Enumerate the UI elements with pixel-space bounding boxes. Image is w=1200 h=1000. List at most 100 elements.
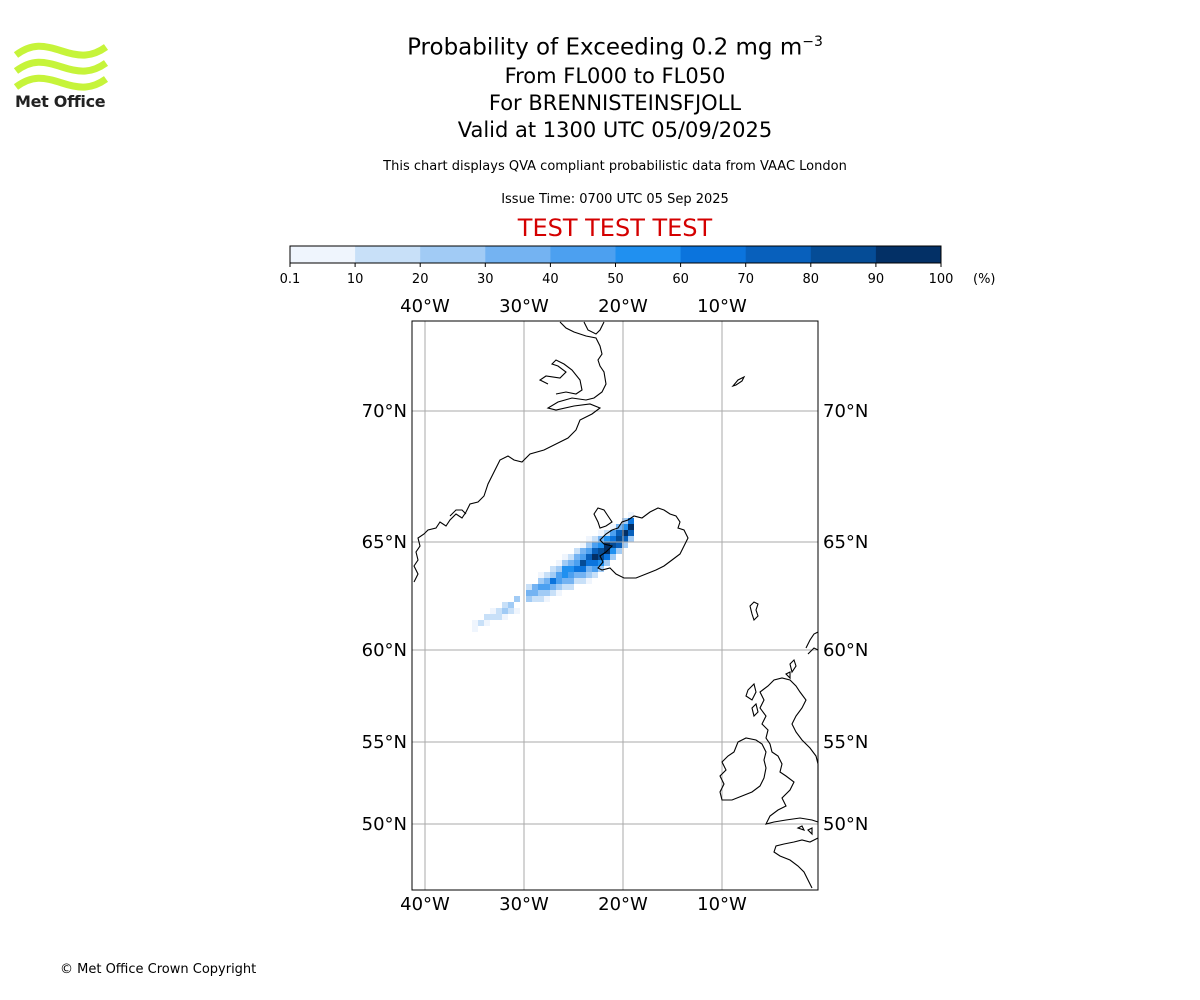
colorbar-tick-label: 50 (607, 272, 624, 287)
plume-cell (478, 620, 484, 626)
colorbar-segment (875, 246, 942, 263)
plume-cell (496, 614, 502, 620)
plume-cell (526, 596, 532, 602)
plume-cell (502, 608, 508, 614)
colorbar-tick-label: 100 (929, 272, 954, 287)
latitude-label-left: 65°N (362, 532, 407, 553)
plume-cell (538, 596, 544, 602)
plume-cell (568, 560, 574, 566)
plume-cell (604, 536, 610, 542)
plume-cell (592, 536, 598, 542)
colorbar-tick-label: 40 (542, 272, 559, 287)
latitude-label-left: 60°N (362, 640, 407, 661)
plume-cell (598, 548, 604, 554)
longitude-label-bottom: 30°W (499, 894, 549, 915)
norway-coast (805, 631, 819, 655)
plume-cell (550, 566, 556, 572)
plume-cell (562, 566, 568, 572)
plume-cell (592, 572, 598, 578)
plume-cell (484, 620, 490, 626)
jan-mayen-coast (731, 375, 746, 388)
plume-cell (604, 554, 610, 560)
plume-cell (532, 584, 538, 590)
latitude-label-right: 65°N (823, 532, 868, 553)
plume-cell (592, 548, 598, 554)
plume-cell (538, 572, 544, 578)
latitude-label-right: 55°N (823, 732, 868, 753)
ireland-coast (719, 737, 767, 801)
plume-cell (586, 554, 592, 560)
latitude-label-right: 60°N (823, 640, 868, 661)
plume-cell (574, 578, 580, 584)
plume-cell (580, 548, 586, 554)
plume-cell (550, 572, 556, 578)
plume-cell (622, 536, 628, 542)
plume-cell (586, 536, 592, 542)
plume-cell (562, 560, 568, 566)
colorbar-segment (680, 246, 747, 263)
plume-cell (550, 584, 556, 590)
plume-cell (508, 608, 514, 614)
plume-cell (556, 560, 562, 566)
greenland-fjord-3 (449, 509, 467, 517)
plume-cell (502, 602, 508, 608)
longitude-label-top: 20°W (598, 296, 648, 317)
plume-cell (574, 548, 580, 554)
latitude-label-left: 50°N (362, 814, 407, 835)
plume-cell (526, 584, 532, 590)
plume-cell (610, 542, 616, 548)
test-banner: TEST TEST TEST (517, 214, 713, 242)
latitude-label-left: 55°N (362, 732, 407, 753)
map-frame (411, 320, 819, 891)
plume-cell (484, 614, 490, 620)
plume-cell (592, 554, 598, 560)
plume-cell (496, 608, 502, 614)
plume-cell (604, 560, 610, 566)
plume-cell (616, 548, 622, 554)
plume-cell (580, 542, 586, 548)
plume-cell (472, 620, 478, 626)
plume-cell (610, 554, 616, 560)
colorbar-tick-label: 20 (412, 272, 429, 287)
plume-cell (556, 566, 562, 572)
plume-cell (628, 518, 634, 524)
plume-cell (544, 578, 550, 584)
plume-cell (592, 542, 598, 548)
colorbar-segment (420, 246, 486, 263)
plume-cell (622, 530, 628, 536)
plume-cell (550, 578, 556, 584)
plume-cell (586, 542, 592, 548)
coastlines (413, 321, 819, 889)
greenland-coast (413, 321, 607, 583)
colorbar-segment (355, 246, 421, 263)
plume-cell (592, 560, 598, 566)
plume-cell (616, 536, 622, 542)
plume-cell (598, 542, 604, 548)
iceland-westfjords (593, 507, 613, 529)
plume-cell (544, 572, 550, 578)
plume-cell (556, 590, 562, 596)
plume-cell (472, 626, 478, 632)
plume-cell (580, 560, 586, 566)
plume-cell (514, 596, 520, 602)
latitude-label-left: 70°N (362, 401, 407, 422)
faroe-islands-coast (749, 601, 759, 622)
latitude-label-right: 70°N (823, 401, 868, 422)
plume-cell (598, 560, 604, 566)
iceland-coast (597, 507, 689, 579)
shetland-coast (785, 658, 797, 680)
plume-cell (502, 614, 508, 620)
map-panel (411, 320, 819, 891)
plume-cell (568, 572, 574, 578)
plume-cell (556, 584, 562, 590)
colorbar-segment (615, 246, 682, 263)
plume-cell (562, 578, 568, 584)
plume-cell (538, 584, 544, 590)
longitude-label-bottom: 40°W (400, 894, 450, 915)
logo-wordmark: Met Office (15, 92, 106, 111)
colorbar: 0.1 10 20 30 40 50 60 70 80 90 100 (%) (280, 245, 996, 287)
plume-cell (550, 590, 556, 596)
plume-cell (592, 566, 598, 572)
longitude-label-bottom: 20°W (598, 894, 648, 915)
